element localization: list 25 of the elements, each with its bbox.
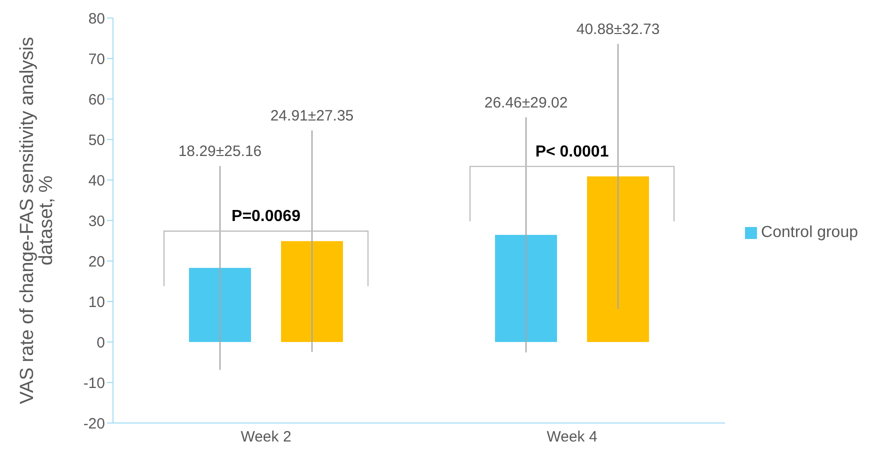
x-tick-label: Week 2: [240, 428, 292, 446]
y-tick-label: 80: [88, 10, 105, 28]
y-tick-label: -10: [83, 374, 105, 392]
legend-label: Control group: [761, 224, 858, 241]
annotation: 24.91±27.35: [270, 107, 354, 124]
annotation: P=0.0069: [232, 208, 301, 226]
bar: [189, 268, 251, 342]
annotation: 26.46±29.02: [484, 94, 568, 112]
annotation: 18.29±25.16: [178, 143, 262, 160]
y-tick-label: 30: [88, 212, 105, 230]
x-tick-label: Week 4: [546, 428, 598, 446]
y-tick-label: 10: [88, 294, 105, 311]
y-tick-label: 40: [88, 172, 105, 190]
y-tick-label: 0: [96, 334, 105, 352]
bar: [587, 176, 650, 342]
bar: [495, 234, 558, 342]
bar: [281, 241, 343, 342]
annotation: 40.88±32.73: [576, 20, 660, 38]
y-tick-label: 20: [88, 253, 105, 270]
y-tick-label: 70: [88, 50, 105, 68]
y-tick-label: 50: [88, 132, 105, 149]
y-axis-title: VAS rate of change-FAS sensitivity analysis dataset, %: [17, 36, 58, 404]
annotation: P< 0.0001: [535, 143, 609, 160]
y-tick-label: -20: [83, 415, 105, 432]
y-tick-label: 60: [88, 91, 105, 108]
